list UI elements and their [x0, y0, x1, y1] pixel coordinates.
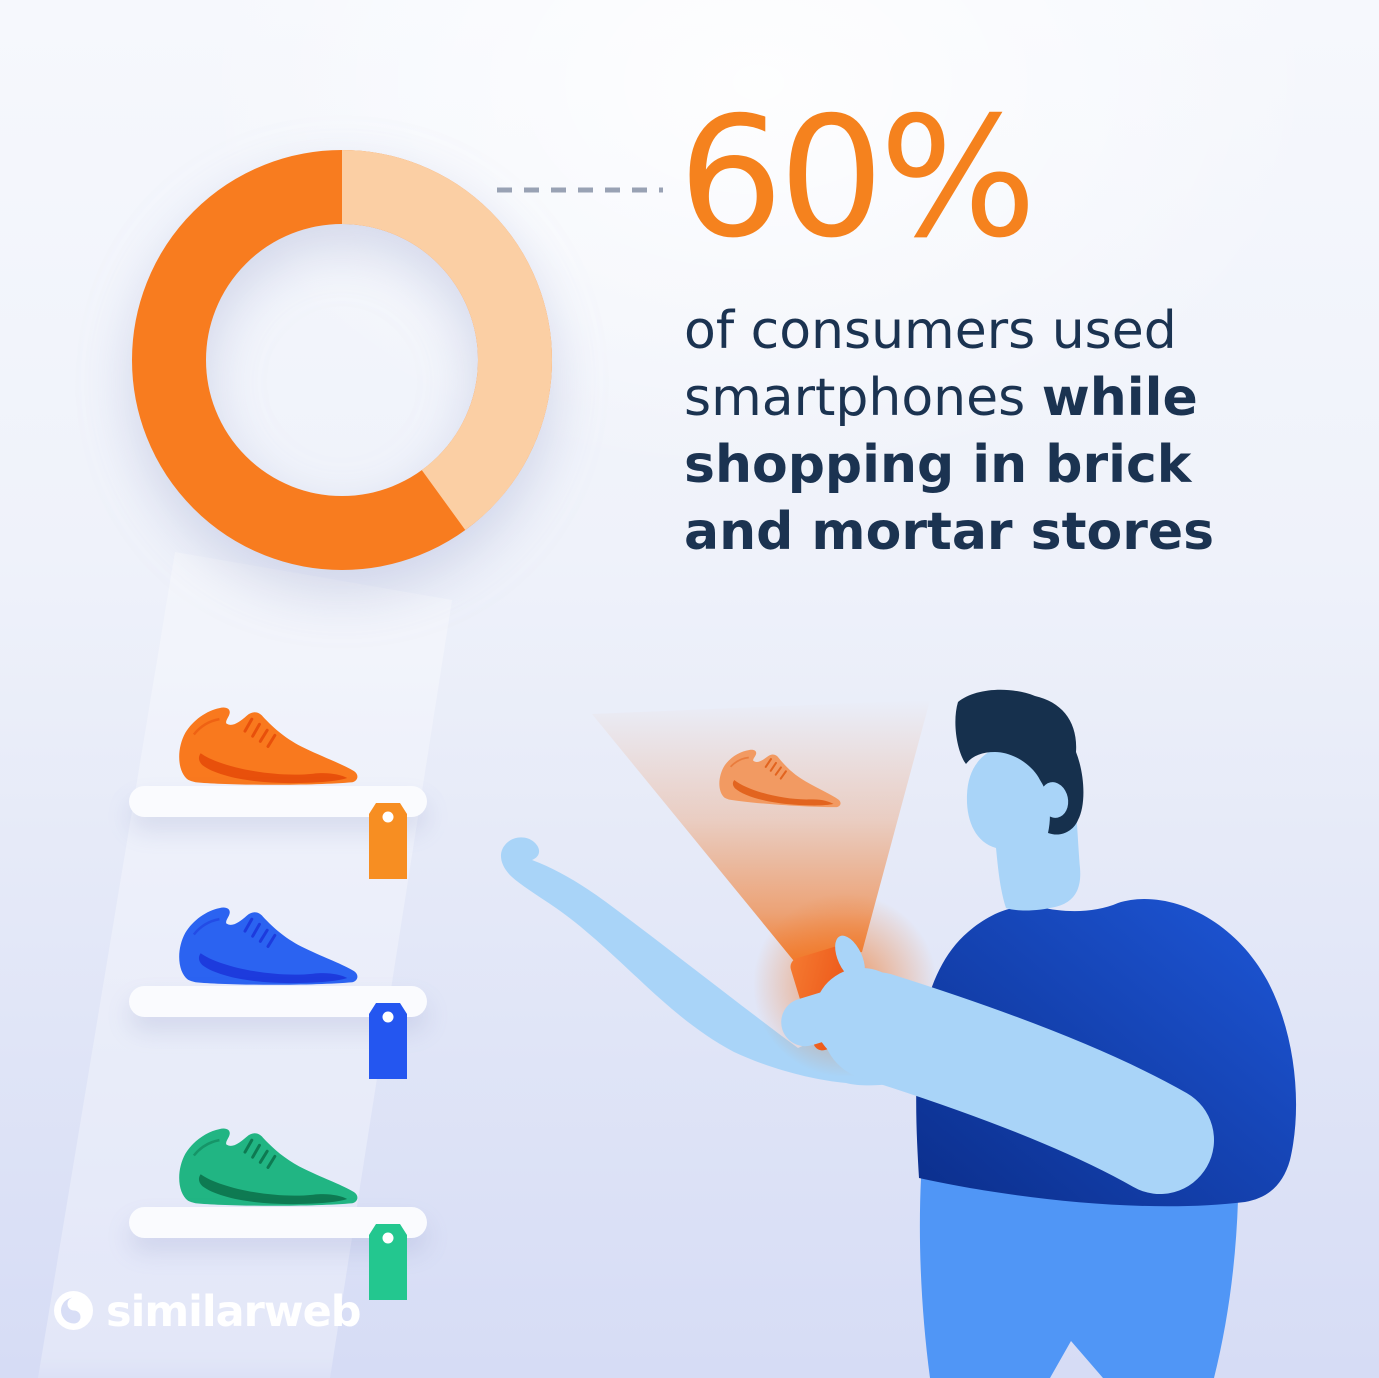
sneaker-icon [179, 907, 358, 985]
phone-projection-beam [592, 700, 930, 966]
smartphone [790, 945, 872, 1051]
similarweb-mark-icon [54, 1291, 93, 1330]
dashed-leader-svg [497, 187, 663, 193]
person-shirt [916, 899, 1297, 1207]
brand-logo: similarweb [54, 1287, 362, 1337]
similarweb-logo-icon [54, 1291, 93, 1334]
brand-name: similarweb [106, 1287, 362, 1337]
person-face [966, 744, 1081, 911]
donut-chart [132, 150, 552, 570]
stat-description-line: of consumers used [684, 301, 1177, 361]
price-tag-icon [369, 1003, 407, 1079]
stat-description-line: smartphones while [684, 368, 1198, 428]
person-hair [955, 689, 1084, 835]
price-tag-icon [369, 1224, 407, 1300]
stat-description: of consumers used smartphones while shoppi… [684, 298, 1214, 566]
person-palm [814, 968, 910, 1064]
phone-glow [753, 893, 937, 1077]
price-tag-icon [369, 803, 407, 879]
person-thumb [835, 935, 865, 981]
sneaker-icon [179, 707, 358, 785]
person-pants [919, 1178, 1238, 1378]
hologram-sneaker-icon [719, 749, 841, 808]
person-fingers [781, 981, 883, 1047]
callout-dashed-line [495, 180, 665, 199]
person-forearm [822, 972, 1214, 1194]
donut-chart-svg [132, 150, 552, 570]
sneaker-icon [179, 1128, 358, 1206]
stat-value: 60% [678, 82, 1037, 275]
person-pointing-arm [500, 837, 938, 1086]
stat-description-line: and mortar stores [684, 502, 1215, 562]
person-ear [1039, 782, 1069, 818]
stat-description-line: shopping in brick [684, 435, 1192, 495]
